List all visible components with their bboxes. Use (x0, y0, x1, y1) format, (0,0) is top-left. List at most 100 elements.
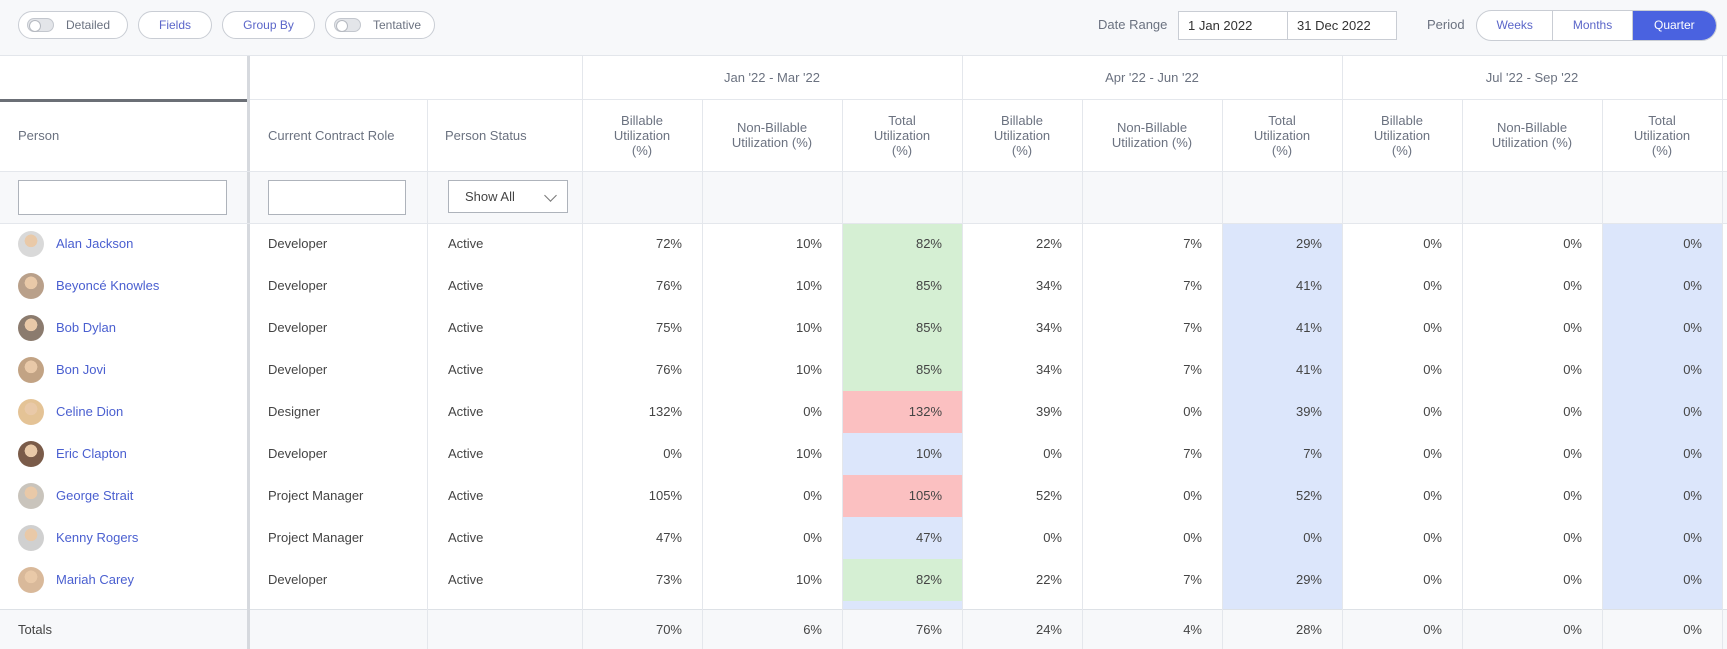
person-name-link[interactable]: Celine Dion (56, 404, 124, 419)
column-divider (962, 56, 963, 649)
person-name-link[interactable]: Bon Jovi (56, 362, 106, 377)
tentative-toggle[interactable]: Tentative (325, 11, 435, 39)
person-name-link[interactable]: Bob Dylan (56, 320, 116, 335)
q2-total-highlight (1222, 349, 1342, 391)
column-header-q2-billable[interactable]: Billable Utilization (%) (993, 112, 1051, 158)
q3-billable-value: 0% (1423, 362, 1442, 377)
detailed-toggle[interactable]: Detailed (18, 11, 128, 39)
chevron-down-icon (544, 189, 557, 202)
column-divider (247, 56, 250, 649)
person-name-link[interactable]: George Strait (56, 488, 134, 503)
q3-total-highlight (1602, 391, 1722, 433)
person-filter-input[interactable] (18, 180, 227, 215)
q2-total-value: 52% (1295, 488, 1322, 503)
person-status: Active (448, 530, 484, 545)
column-header-status[interactable]: Person Status (445, 127, 527, 143)
q3-nonbillable-value: 0% (1563, 320, 1582, 335)
group-by-label: Group By (243, 18, 294, 32)
column-header-q2-nonbillable[interactable]: Non-Billable Utilization (%) (1111, 120, 1193, 150)
q3-total-highlight (1602, 223, 1722, 265)
date-range-label: Date Range (1098, 17, 1168, 32)
q2-nonbillable-value: 0% (1183, 404, 1202, 419)
column-divider (1602, 99, 1603, 649)
q2-billable-value: 34% (1035, 320, 1062, 335)
person-name-link[interactable]: Kenny Rogers (56, 530, 139, 545)
q3-nonbillable-value: 0% (1563, 236, 1582, 251)
q3-billable-value: 0% (1423, 404, 1442, 419)
q2-total-value: 41% (1295, 362, 1322, 377)
person-name-link[interactable]: Alan Jackson (56, 236, 134, 251)
q2-total-highlight-partial (1222, 601, 1342, 609)
q3-nonbillable-value: 0% (1563, 362, 1582, 377)
person-name-link[interactable]: Mariah Carey (56, 572, 135, 587)
status-filter-value: Show All (465, 189, 515, 204)
column-divider (1342, 56, 1343, 649)
q2-total-highlight (1222, 433, 1342, 475)
fields-button[interactable]: Fields (138, 11, 212, 39)
column-header-q3-nonbillable[interactable]: Non-Billable Utilization (%) (1491, 120, 1573, 150)
frozen-header-accent (0, 99, 247, 102)
q3-total-value: 0% (1683, 404, 1702, 419)
q3-nonbillable-value: 0% (1563, 446, 1582, 461)
q3-total-highlight (1602, 265, 1722, 307)
period-quarter-button[interactable]: Quarter (1632, 11, 1716, 40)
totals-q3-total: 0% (1683, 622, 1702, 637)
q2-total-value: 0% (1303, 530, 1322, 545)
q2-total-highlight (1222, 517, 1342, 559)
q1-billable-value: 76% (655, 362, 682, 377)
person-name-link[interactable]: Eric Clapton (56, 446, 127, 461)
q3-nonbillable-value: 0% (1563, 572, 1582, 587)
person-status: Active (448, 236, 484, 251)
column-header-q3-billable[interactable]: Billable Utilization (%) (1373, 112, 1431, 158)
period-weeks-button[interactable]: Weeks (1477, 11, 1554, 40)
q3-total-highlight (1602, 433, 1722, 475)
q3-billable-value: 0% (1423, 320, 1442, 335)
q1-total-highlight (842, 223, 962, 265)
q2-nonbillable-value: 7% (1183, 320, 1202, 335)
frozen-header-bg (0, 56, 247, 99)
date-end-input[interactable]: 31 Dec 2022 (1287, 11, 1397, 40)
column-header-q2-total[interactable]: Total Utilization (%) (1253, 112, 1311, 158)
group-by-button[interactable]: Group By (222, 11, 315, 39)
q1-total-highlight (842, 307, 962, 349)
q3-total-value: 0% (1683, 488, 1702, 503)
q2-total-highlight (1222, 265, 1342, 307)
totals-q1-billable: 70% (655, 622, 682, 637)
person-status: Active (448, 572, 484, 587)
contract-role: Project Manager (268, 488, 364, 503)
column-header-q1-total[interactable]: Total Utilization (%) (873, 112, 931, 158)
avatar (18, 273, 44, 299)
column-header-q1-billable[interactable]: Billable Utilization (%) (613, 112, 671, 158)
q2-nonbillable-value: 7% (1183, 278, 1202, 293)
column-header-role[interactable]: Current Contract Role (268, 127, 395, 143)
group-header-q1: Jan '22 - Mar '22 (723, 70, 820, 85)
q3-total-highlight (1602, 475, 1722, 517)
q2-nonbillable-value: 0% (1183, 488, 1202, 503)
column-divider (842, 99, 843, 649)
role-filter-input[interactable] (268, 180, 406, 215)
status-filter-select[interactable]: Show All (448, 180, 568, 213)
period-months-button[interactable]: Months (1553, 11, 1633, 40)
q3-billable-value: 0% (1423, 488, 1442, 503)
detailed-switch-icon (27, 18, 54, 32)
column-header-q3-total[interactable]: Total Utilization (%) (1633, 112, 1691, 158)
q1-total-highlight (842, 349, 962, 391)
q1-total-highlight (842, 559, 962, 601)
column-header-q1-nonbillable[interactable]: Non-Billable Utilization (%) (731, 120, 813, 150)
q3-billable-value: 0% (1423, 446, 1442, 461)
q2-nonbillable-value: 7% (1183, 236, 1202, 251)
contract-role: Developer (268, 572, 328, 587)
q1-total-value: 47% (915, 530, 942, 545)
avatar (18, 315, 44, 341)
person-name-link[interactable]: Beyoncé Knowles (56, 278, 160, 293)
column-header-person[interactable]: Person (18, 127, 60, 143)
q1-billable-value: 76% (655, 278, 682, 293)
q1-total-highlight (842, 433, 962, 475)
q1-nonbillable-value: 10% (795, 320, 822, 335)
totals-q2-billable: 24% (1035, 622, 1062, 637)
contract-role: Developer (268, 362, 328, 377)
date-start-input[interactable]: 1 Jan 2022 (1178, 11, 1288, 40)
totals-label: Totals (18, 622, 52, 637)
q1-nonbillable-value: 10% (795, 236, 822, 251)
q1-total-highlight (842, 517, 962, 559)
